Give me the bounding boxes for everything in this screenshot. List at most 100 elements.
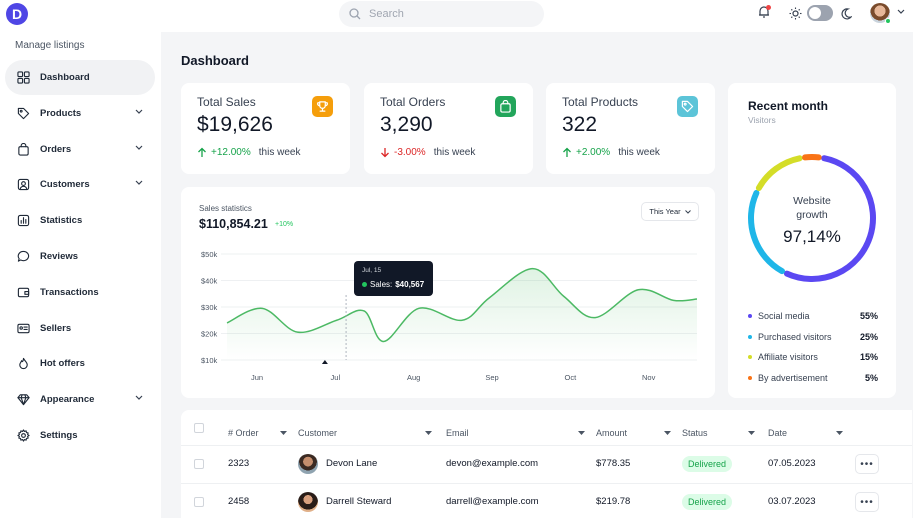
diamond-icon: [16, 394, 30, 406]
x-tick-label: Aug: [407, 373, 420, 382]
column-header-order[interactable]: # Order: [228, 428, 287, 438]
chevron-down-icon[interactable]: [897, 9, 905, 15]
notifications-button[interactable]: [757, 5, 771, 24]
y-tick-label: $50k: [201, 250, 218, 259]
column-header-date[interactable]: Date: [768, 428, 843, 438]
y-tick-label: $20k: [201, 330, 218, 339]
stat-value: 322: [562, 113, 598, 136]
sidebar-item-label: Settings: [40, 430, 78, 441]
stat-value: $19,626: [197, 113, 273, 136]
gear-icon: [16, 429, 30, 442]
sidebar-item-hot-offers[interactable]: Hot offers: [5, 346, 155, 381]
sort-caret-icon: [836, 431, 843, 435]
x-tick-label: Sep: [485, 373, 498, 382]
chat-icon: [17, 250, 29, 262]
sidebar-item-icon: [16, 285, 30, 299]
sidebar-item-appearance[interactable]: Appearance: [5, 382, 155, 417]
column-header-label: Email: [446, 428, 469, 438]
tooltip-dot: [362, 282, 367, 287]
column-header-amount[interactable]: Amount: [596, 428, 671, 438]
x-tick-label: Nov: [642, 373, 656, 382]
x-axis-marker: [321, 360, 328, 364]
sidebar-item-icon: [16, 71, 30, 85]
stat-card-total-products: Total Products 322 +2.00% this week: [546, 83, 715, 174]
donut-segment-social-media[interactable]: [783, 155, 876, 282]
donut-segment-affiliate-visitors[interactable]: [755, 155, 803, 191]
table-divider: [181, 445, 912, 446]
stat-trend: +2.00% this week: [562, 147, 660, 158]
customer-name: Darrell Steward: [326, 496, 392, 507]
sidebar-item-icon: [16, 357, 30, 371]
chevron-down-icon: [135, 180, 143, 186]
sidebar-item-dashboard[interactable]: Dashboard: [5, 60, 155, 95]
stat-icon-badge: [495, 96, 516, 117]
user-avatar[interactable]: [870, 3, 891, 24]
donut-segment-purchased-visitors[interactable]: [748, 189, 785, 275]
stat-period: this week: [618, 147, 660, 158]
row-checkbox[interactable]: [194, 459, 204, 469]
legend-percent: 5%: [864, 372, 878, 383]
y-tick-label: $10k: [201, 356, 218, 365]
light-mode-button[interactable]: [789, 7, 802, 25]
donut-center-value: 97,14%: [783, 227, 841, 246]
row-checkbox[interactable]: [194, 497, 204, 507]
sidebar-item-transactions[interactable]: Transactions: [5, 275, 155, 310]
sidebar-item-orders[interactable]: Orders: [5, 132, 155, 167]
sidebar-item-products[interactable]: Products: [5, 96, 155, 131]
sidebar-item-icon: [16, 214, 30, 228]
stat-trend: -3.00% this week: [380, 147, 475, 158]
row-actions-button[interactable]: •••: [855, 454, 879, 474]
app-logo[interactable]: D: [6, 3, 28, 25]
legend-percent: 55%: [859, 311, 878, 321]
online-indicator: [885, 18, 891, 24]
recent-subtitle: Visitors: [748, 115, 776, 125]
range-select-label: This Year: [649, 207, 681, 216]
legend-dot: [748, 355, 752, 359]
sidebar-item-icon: [16, 429, 30, 443]
column-header-label: Status: [682, 428, 708, 438]
legend-item: Affiliate visitors 15%: [748, 350, 878, 364]
column-header-email[interactable]: Email: [446, 428, 585, 438]
sidebar-item-icon: [16, 142, 30, 156]
tag-icon: [17, 107, 29, 119]
sidebar-item-reviews[interactable]: Reviews: [5, 239, 155, 274]
stat-trend: +12.00% this week: [197, 147, 300, 158]
stat-icon-badge: [677, 96, 698, 117]
tag-icon: [681, 100, 694, 113]
sidebar-item-settings[interactable]: Settings: [5, 418, 155, 453]
flame-icon: [18, 358, 28, 370]
sidebar-item-sellers[interactable]: Sellers: [5, 311, 155, 346]
y-tick-label: $30k: [201, 303, 218, 312]
sidebar-item-customers[interactable]: Customers: [5, 167, 155, 202]
range-select[interactable]: This Year: [641, 202, 699, 221]
chart-tooltip: Jul, 15 Sales: $40,567: [354, 261, 433, 296]
sidebar-item-icon: [16, 250, 30, 264]
stat-card-total-sales: Total Sales $19,626 +12.00% this week: [181, 83, 350, 174]
customer-email: devon@example.com: [446, 458, 539, 469]
status-badge: Delivered: [682, 456, 733, 472]
column-header-customer[interactable]: Customer: [298, 428, 432, 438]
x-tick-label: Oct: [564, 373, 577, 382]
select-all-checkbox[interactable]: [194, 423, 204, 433]
chevron-down-icon: [135, 395, 143, 401]
column-header-status[interactable]: Status: [682, 428, 755, 438]
sidebar-item-icon: [16, 178, 30, 192]
sales-chart[interactable]: $10k$20k$30k$40k$50kJunJulAugSepOctNovDe…: [181, 187, 715, 398]
sidebar-item-statistics[interactable]: Statistics: [5, 203, 155, 238]
search-box[interactable]: [339, 1, 544, 27]
theme-toggle[interactable]: [807, 5, 833, 21]
sidebar-heading: Manage listings: [15, 40, 85, 51]
dark-mode-button[interactable]: [840, 7, 853, 25]
order-amount: $778.35: [596, 458, 631, 469]
order-date: 03.07.2023: [768, 496, 816, 507]
search-input[interactable]: [369, 8, 519, 20]
series-line[interactable]: [226, 267, 698, 343]
legend-item: Social media 55%: [748, 309, 878, 323]
notification-dot: [766, 5, 771, 10]
column-header-label: # Order: [228, 428, 259, 438]
sort-caret-icon: [664, 431, 671, 435]
bell-icon: [759, 6, 769, 18]
row-actions-button[interactable]: •••: [855, 492, 879, 512]
sidebar-item-label: Reviews: [40, 251, 79, 262]
stat-change: +2.00%: [576, 147, 611, 158]
